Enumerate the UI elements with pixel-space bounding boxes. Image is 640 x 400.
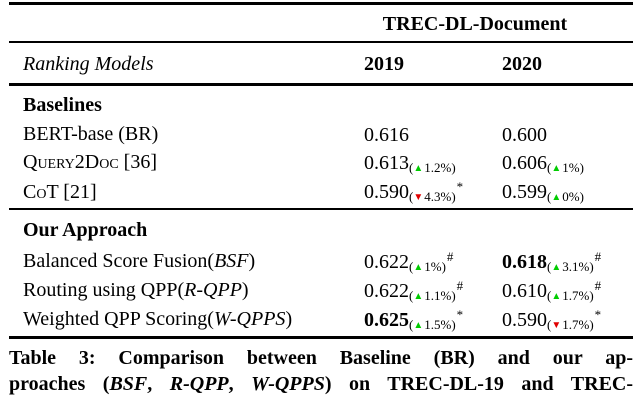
table-rule	[9, 83, 633, 86]
model-name: BERT-base (BR)	[23, 123, 159, 145]
caption-line-1: Table 3: Comparison between Baseline (BR…	[9, 347, 633, 369]
table-bottom-rule	[9, 336, 633, 339]
caption-line-2: proaches (BSF, R-QPP, W-QPPS) on TREC-DL…	[9, 373, 634, 395]
delta-triangle-icon: ▲	[413, 162, 424, 174]
score-2019: 0.625(▲1.5%)*	[364, 306, 464, 332]
group-header: TREC-DL-Document	[382, 13, 568, 35]
score-2020: 0.618(▲3.1%)#	[502, 248, 602, 274]
delta-triangle-icon: ▲	[551, 192, 562, 203]
model-name: Query2Doc [36]	[23, 151, 157, 173]
delta-triangle-icon: ▼	[551, 319, 562, 331]
significance-mark: *	[594, 306, 602, 322]
table-row: CoT [21] 0.590(▼4.3%)* 0.599(▲0%)	[9, 177, 633, 206]
score-2019: 0.590(▼4.3%)*	[364, 179, 464, 204]
score-2019: 0.616	[364, 123, 409, 146]
col-header-2020: 2020	[502, 53, 542, 75]
model-name: Weighted QPP Scoring(W-QPPS)	[23, 308, 293, 330]
model-name: Routing using QPP(R-QPP)	[23, 279, 249, 301]
table-row: Balanced Score Fusion(BSF) 0.622(▲1%)# 0…	[9, 247, 633, 275]
results-table: TREC-DL-Document Ranking Models 2019 202…	[9, 0, 633, 400]
score-2020: 0.590(▼1.7%)*	[502, 306, 602, 332]
column-header-row: Ranking Models 2019 2020	[9, 46, 633, 82]
score-2020: 0.599(▲0%)	[502, 181, 584, 204]
significance-mark: *	[456, 306, 464, 322]
significance-mark: #	[446, 248, 454, 264]
model-name: CoT [21]	[23, 180, 97, 203]
col-header-models: Ranking Models	[23, 53, 154, 75]
section-header-baselines: Baselines	[23, 93, 102, 116]
table-rule	[9, 41, 633, 43]
score-2019: 0.622(▲1.1%)#	[364, 277, 464, 303]
model-name: Balanced Score Fusion(BSF)	[23, 250, 256, 272]
significance-mark: *	[456, 179, 464, 194]
score-2020: 0.600	[502, 123, 547, 146]
delta-triangle-icon: ▲	[551, 290, 562, 302]
score-2019: 0.622(▲1%)#	[364, 248, 454, 274]
significance-mark: #	[456, 277, 464, 293]
significance-mark: #	[594, 277, 602, 293]
table-row: Routing using QPP(R-QPP) 0.622(▲1.1%)# 0…	[9, 276, 633, 304]
score-2020: 0.610(▲1.7%)#	[502, 277, 602, 303]
table-top-rule	[9, 2, 633, 5]
table-row: Weighted QPP Scoring(W-QPPS) 0.625(▲1.5%…	[9, 304, 633, 334]
delta-triangle-icon: ▲	[551, 162, 562, 174]
delta-triangle-icon: ▲	[413, 319, 424, 331]
significance-mark: #	[594, 248, 602, 264]
section-header-our-approach: Our Approach	[23, 218, 148, 241]
table-row: BERT-base (BR) 0.616 0.600	[9, 120, 633, 148]
delta-triangle-icon: ▲	[551, 261, 562, 273]
col-header-2019: 2019	[364, 53, 404, 75]
delta-triangle-icon: ▼	[413, 192, 424, 203]
score-2019: 0.613(▲1.2%)	[364, 151, 456, 175]
delta-triangle-icon: ▲	[413, 261, 424, 273]
table-rule	[9, 208, 633, 210]
table-caption: Table 3: Comparison between Baseline (BR…	[9, 345, 633, 397]
score-2020: 0.606(▲1%)	[502, 151, 584, 175]
delta-triangle-icon: ▲	[413, 290, 424, 302]
table-row: Query2Doc [36] 0.613(▲1.2%) 0.606(▲1%)	[9, 148, 633, 176]
